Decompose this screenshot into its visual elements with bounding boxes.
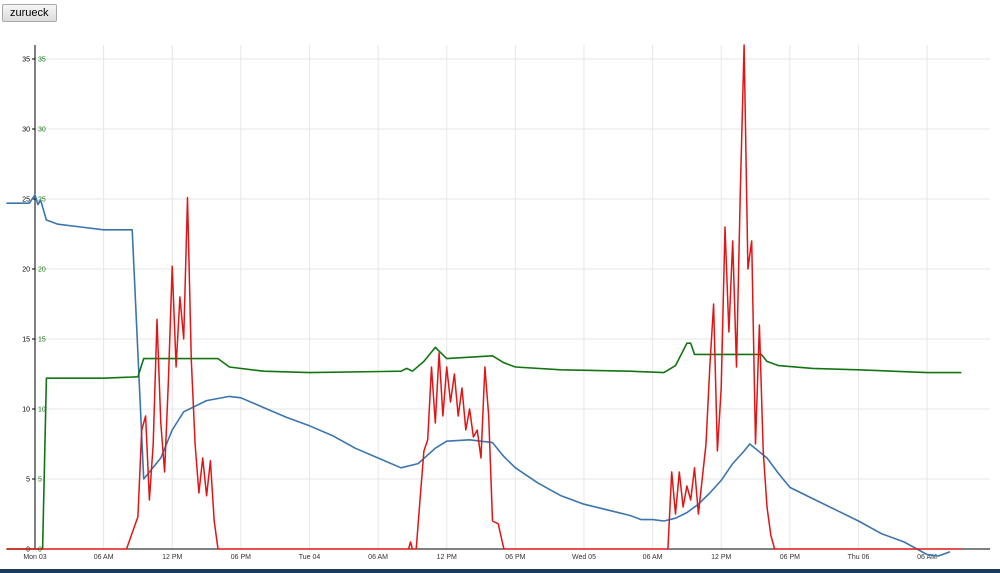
y-axis-right: 0 5 10 15 20 25 30 35	[38, 57, 46, 554]
y-right-tick-label: 25	[38, 197, 46, 204]
x-tick-label: 12 PM	[711, 554, 731, 561]
x-tick-label: 12 PM	[162, 554, 182, 561]
y-right-tick-label: 5	[38, 477, 42, 484]
y-left-tick-label: 5	[26, 477, 30, 484]
x-tick-label: 06 PM	[780, 554, 800, 561]
x-tick-label: 06 AM	[643, 554, 663, 561]
x-tick-label: Wed 05	[572, 554, 596, 561]
y-right-tick-label: 10	[38, 407, 46, 414]
x-tick-label: 06 PM	[505, 554, 525, 561]
y-left-tick-label: 25	[22, 197, 30, 204]
y-axis-left: 0 5 10 15 20 25 30 35	[22, 45, 36, 554]
x-tick-label: Tue 04	[299, 554, 321, 561]
x-tick-label: 06 AM	[917, 554, 937, 561]
x-tick-label: Thu 06	[848, 554, 870, 561]
y-left-tick-label: 10	[22, 407, 30, 414]
back-button[interactable]: zurueck	[2, 4, 57, 22]
y-right-tick-label: 30	[38, 127, 46, 134]
grid-lines	[34, 45, 990, 550]
y-left-tick-label: 0	[26, 547, 30, 554]
y-left-tick-label: 20	[22, 267, 30, 274]
x-tick-label: 06 AM	[368, 554, 388, 561]
y-left-tick-label: 35	[22, 57, 30, 64]
y-left-tick-label: 15	[22, 337, 30, 344]
y-right-tick-label: 15	[38, 337, 46, 344]
x-tick-label: 06 PM	[231, 554, 251, 561]
x-axis: Mon 03 06 AM 12 PM 06 PM Tue 04 06 AM 12 PM 06 …	[23, 548, 990, 561]
window-bottom-edge	[0, 569, 1000, 573]
series-line-blue	[6, 194, 951, 557]
series-layer	[6, 44, 962, 557]
y-right-tick-label: 0	[38, 547, 42, 554]
y-right-tick-label: 20	[38, 267, 46, 274]
x-tick-label: 06 AM	[94, 554, 114, 561]
x-tick-label: 12 PM	[437, 554, 457, 561]
series-line-green	[6, 342, 962, 550]
y-right-tick-label: 35	[38, 57, 46, 64]
y-left-tick-label: 30	[22, 127, 30, 134]
series-line-red	[6, 44, 962, 550]
x-tick-label: Mon 03	[23, 554, 46, 561]
